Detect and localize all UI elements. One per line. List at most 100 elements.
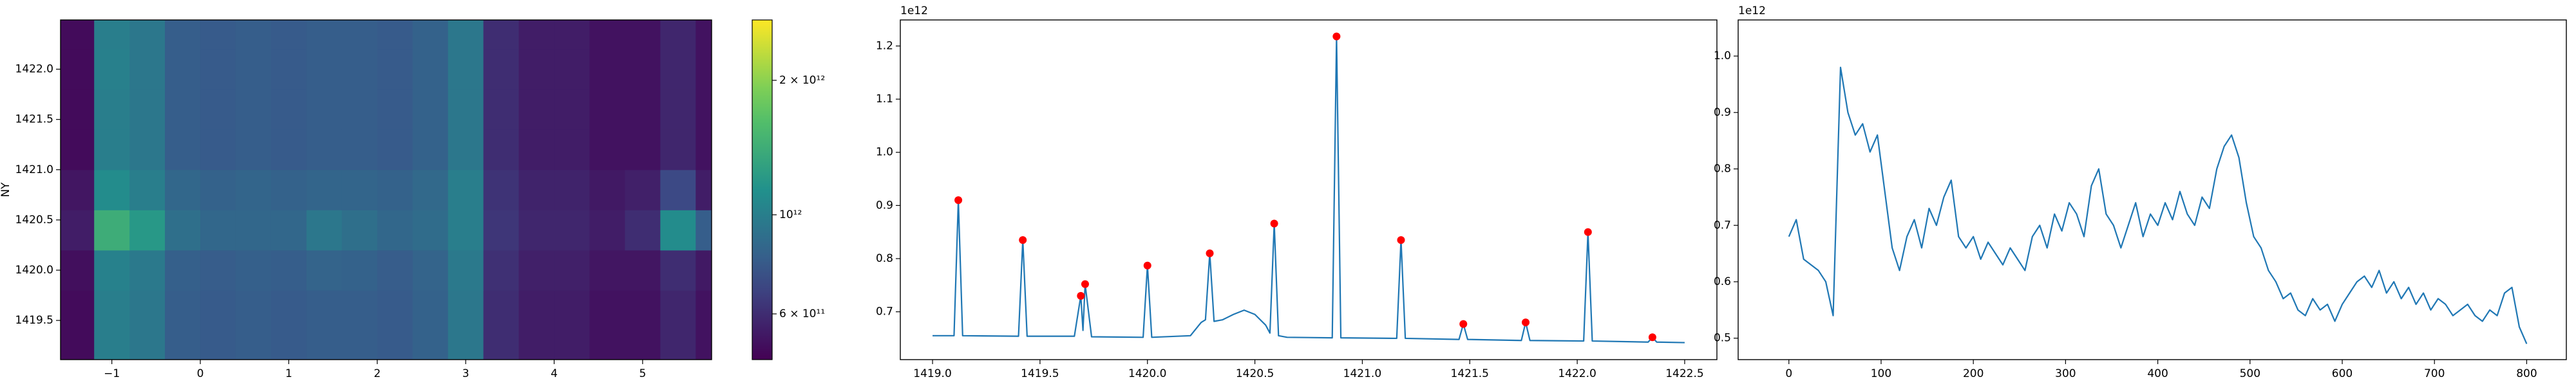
heatmap-cell [448,210,484,251]
heatmap-cell [589,20,625,50]
peak-marker [1019,236,1027,244]
heatmap-cell [377,169,413,210]
heatmap-cell [165,330,201,360]
heatmap-cell [660,49,696,90]
heatmap-cell [306,290,343,331]
plot-area [933,32,1685,344]
y-tick-label: 1422.0 [15,63,53,76]
heatmap-cell [412,49,449,90]
heatmap-cell [448,129,484,170]
y-tick-label: 1.0 [876,146,893,159]
heatmap-cell [589,49,625,90]
heatmap-cell [61,49,95,90]
heatmap-cell [377,89,413,130]
heatmap-cell [200,89,236,130]
heatmap-cell [660,250,696,291]
heatmap-cell [412,210,449,251]
heatmap-cell [200,330,236,360]
heatmap-cell [200,169,236,210]
heatmap-cell [554,330,591,360]
axes-frame [60,19,712,360]
heatmap-cell [341,169,378,210]
heatmap-cell [589,210,625,251]
heatmap-cell [200,129,236,170]
heatmap-cell [625,330,661,360]
heatmap-cell [235,290,272,331]
heatmap-cell [341,89,378,130]
heatmap-cell [518,250,555,291]
heatmap-cell [483,49,520,90]
heatmap-cell [412,169,449,210]
y-tick-label: 0.7 [876,306,893,318]
y-tick-label: 0.5 [1714,332,1731,345]
heatmap-cell [341,250,378,291]
heatmap-cell [589,290,625,331]
heatmap-cell [61,210,95,251]
heatmap-cell [448,330,484,360]
heatmap-cell [554,210,591,251]
heatmap-cell [341,20,378,50]
heatmap-cell [61,290,95,331]
heatmap-cell [554,20,591,50]
x-tick-label: 4 [551,367,558,380]
peak-marker [1270,219,1278,228]
x-tick-label: 300 [2055,367,2076,380]
heatmap-cell [483,169,520,210]
x-tick-label: 1422.5 [1665,367,1703,380]
heatmap-cell [270,330,307,360]
heatmap-cell [448,250,484,291]
heatmap-cell [589,330,625,360]
heatmap-cell [412,290,449,331]
heatmap-cell [306,250,343,291]
x-tick-label: 3 [462,367,469,380]
heatmap-cell [518,49,555,90]
peak-marker [1584,228,1592,236]
heatmap-cell [377,49,413,90]
heatmap-cell [129,290,166,331]
peak-marker [1397,236,1405,244]
colorbar-tick-label: 2 × 10¹² [779,74,825,87]
heatmap-cell [235,330,272,360]
heatmap-cell [270,49,307,90]
x-tick-label: 200 [1963,367,1984,380]
heatmap-cell [412,129,449,170]
x-tick-label: 0 [197,367,204,380]
heatmap-cell [306,210,343,251]
heatmap-cell [94,290,130,331]
x-tick-label: 600 [2332,367,2353,380]
heatmap-cell [518,89,555,130]
heatmap-cell [235,169,272,210]
heatmap-cell [448,89,484,130]
heatmap-cell [448,169,484,210]
heatmap-cell [306,330,343,360]
heatmap-cell [554,169,591,210]
y-tick-label: 0.7 [1714,219,1731,232]
heatmap-cell [129,250,166,291]
offset-label: 1e12 [900,5,928,17]
heatmap-cell [94,49,130,90]
heatmap-cell [589,89,625,130]
x-tick-label: 700 [2424,367,2445,380]
x-tick-label: −1 [104,367,120,380]
heatmap-cell [165,49,201,90]
heatmap-cell [165,250,201,291]
heatmap-cell [94,89,130,130]
heatmap-cell [129,169,166,210]
heatmap-cell [554,290,591,331]
heatmap-cell [200,210,236,251]
x-tick-label: 800 [2516,367,2537,380]
y-tick-label: 1421.0 [15,163,53,176]
heatmap-cell [270,89,307,130]
heatmap-cell [696,89,712,130]
heatmap-cell [412,250,449,291]
heatmap-cell [554,49,591,90]
heatmap-cell [625,250,661,291]
y-tick-label: 0.9 [1714,106,1731,119]
heatmap-cell [625,49,661,90]
heatmap-cell [518,20,555,50]
peak-marker [1522,318,1530,327]
heatmap-cell [589,129,625,170]
heatmap-cell [200,49,236,90]
x-tick-label: 1421.0 [1343,367,1381,380]
